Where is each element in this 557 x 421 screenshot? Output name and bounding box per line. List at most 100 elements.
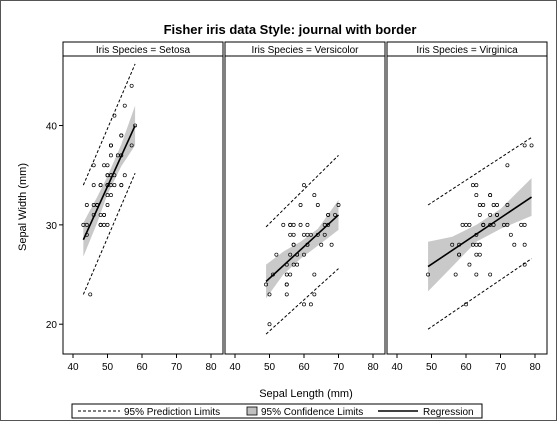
regression-line — [265, 214, 340, 283]
data-point — [84, 203, 89, 207]
data-point — [119, 133, 124, 138]
x-tick-label: 50 — [426, 362, 438, 373]
panel-2: Iris Species = Versicolor 40 50 60 70 80 — [224, 41, 386, 373]
x-tick-label: 60 — [298, 362, 310, 373]
data-point — [105, 203, 110, 207]
data-point — [322, 232, 327, 237]
legend-regression-label: Regression — [423, 407, 474, 418]
data-point — [453, 272, 458, 277]
data-point — [295, 262, 300, 267]
data-point — [298, 222, 303, 227]
y-tick-label: 40 — [46, 122, 58, 133]
data-point — [457, 252, 462, 257]
panel-frame — [224, 55, 386, 355]
prediction-limit-upper — [427, 137, 532, 206]
data-point — [105, 193, 110, 198]
data-point — [488, 212, 493, 217]
data-point — [98, 183, 103, 188]
data-point — [105, 222, 110, 227]
data-point — [302, 232, 306, 237]
data-point — [464, 302, 468, 307]
data-point — [267, 292, 272, 297]
legend-prediction-label: 95% Prediction Limits — [124, 407, 220, 418]
data-point — [267, 322, 272, 327]
data-point — [302, 302, 306, 307]
data-point — [488, 222, 493, 227]
x-tick-label: 80 — [205, 362, 217, 373]
x-tick-label: 70 — [495, 362, 507, 373]
data-point — [122, 103, 127, 108]
data-point — [505, 203, 510, 207]
legend-confidence-label: 95% Confidence Limits — [261, 407, 363, 418]
data-point — [88, 292, 93, 297]
data-point — [308, 232, 313, 237]
data-point — [102, 212, 107, 217]
x-tick-label: 50 — [264, 362, 276, 373]
data-point — [491, 203, 496, 207]
data-point — [308, 302, 313, 307]
x-tick-label: 40 — [67, 362, 79, 373]
data-point — [312, 193, 317, 198]
data-point — [312, 272, 317, 277]
data-point — [302, 183, 306, 188]
data-point — [98, 222, 103, 227]
data-point — [508, 232, 513, 237]
data-point — [91, 203, 96, 207]
x-tick-label: 70 — [333, 362, 345, 373]
data-point — [474, 252, 479, 257]
data-point — [133, 123, 138, 128]
data-point — [274, 252, 279, 257]
regression-line — [82, 125, 136, 241]
data-point — [474, 232, 479, 237]
data-point — [474, 242, 479, 247]
data-point — [470, 183, 475, 188]
data-point — [336, 203, 341, 207]
data-point — [474, 272, 479, 277]
data-point — [481, 222, 486, 227]
data-point — [474, 193, 479, 198]
panel-frame — [62, 55, 224, 355]
panel-header-label: Iris Species = Setosa — [96, 45, 191, 56]
data-point — [295, 252, 300, 257]
data-point — [329, 242, 334, 247]
regression-line — [427, 196, 532, 268]
data-point — [460, 222, 465, 227]
data-point — [315, 232, 320, 237]
data-point — [312, 292, 317, 297]
x-tick-label: 80 — [529, 362, 541, 373]
y-tick-label: 20 — [46, 320, 58, 331]
data-point — [488, 272, 493, 277]
data-point — [319, 242, 324, 247]
x-tick-label: 60 — [136, 362, 148, 373]
data-point — [522, 143, 527, 148]
data-point — [457, 242, 462, 247]
prediction-limit-lower — [427, 258, 532, 330]
data-point — [302, 252, 306, 257]
data-point — [467, 262, 472, 267]
legend-box — [71, 403, 483, 419]
data-point — [305, 222, 310, 227]
data-point — [326, 222, 331, 227]
x-axis-label: Sepal Length (mm) — [259, 388, 353, 400]
data-point — [522, 222, 527, 227]
data-point — [522, 262, 527, 267]
data-point — [298, 203, 303, 207]
legend-confidence-swatch — [246, 406, 258, 416]
data-point — [281, 222, 286, 227]
data-point — [112, 173, 117, 178]
prediction-limit-lower — [82, 173, 136, 295]
data-point — [450, 242, 455, 247]
data-point — [112, 113, 117, 118]
x-tick-label: 80 — [367, 362, 379, 373]
x-tick-label: 40 — [391, 362, 403, 373]
y-axis-label: Sepal Width (mm) — [17, 163, 29, 251]
legend: 95% Prediction Limits 95% Confidence Limi… — [71, 403, 483, 419]
data-point — [529, 143, 534, 148]
x-tick-label: 60 — [460, 362, 472, 373]
data-point — [271, 272, 275, 277]
data-point — [505, 222, 510, 227]
data-point — [488, 193, 493, 198]
panel-header-label: Iris Species = Virginica — [416, 45, 518, 56]
data-point — [426, 272, 430, 277]
